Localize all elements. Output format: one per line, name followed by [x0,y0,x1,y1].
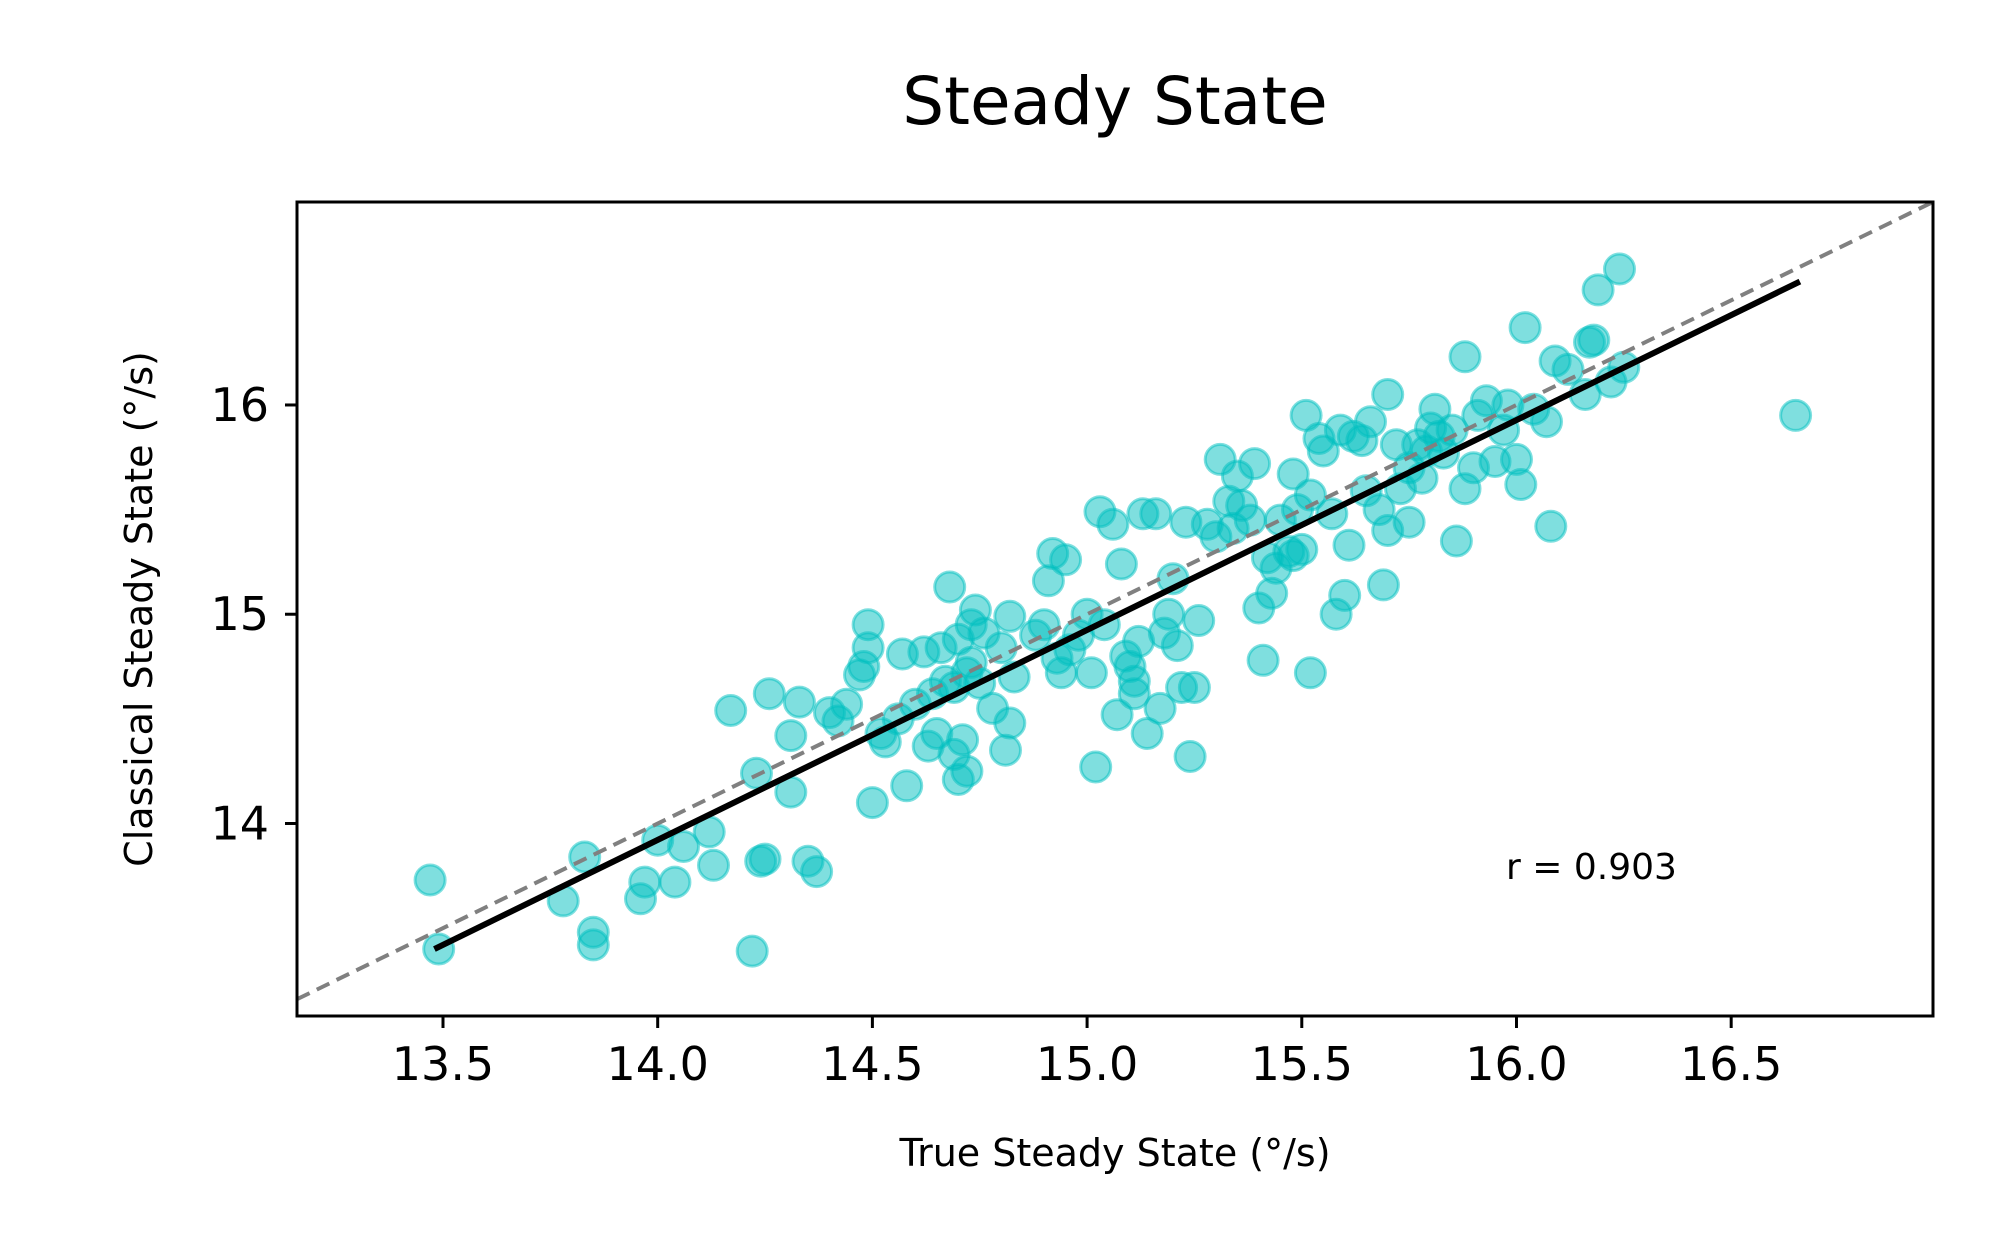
scatter-point [946,723,980,757]
scatter-point [1448,340,1482,374]
scatter-point [413,863,447,897]
scatter-point [628,865,662,899]
scatter-point [950,754,984,788]
x-tick-label: 13.5 [392,1037,494,1091]
scatter-point [1143,691,1177,725]
scatter-point [752,677,786,711]
scatter-point [1276,457,1310,491]
scatter-point [1104,547,1138,581]
scatter-point [1392,505,1426,539]
chart-title: Steady State [902,63,1327,140]
scatter-point [1293,656,1327,690]
scatter-point [1366,568,1400,602]
scatter-point [1439,524,1473,558]
scatter-point [667,830,700,863]
x-tick-label: 14.0 [606,1037,708,1091]
identity-line [297,202,1933,1002]
y-tick-label: 14 [210,796,269,850]
scatter-point [1603,252,1636,286]
scatter-point [1027,608,1061,642]
scatter-point [993,706,1027,740]
fit-line [433,278,1802,952]
scatter-point [1079,750,1113,784]
scatter-point [1117,677,1151,711]
scatter-point [1152,597,1186,631]
scatter-point [1246,643,1280,677]
scatter-point [855,786,889,820]
scatter-point [851,631,885,665]
x-axis-label: True Steady State (°/s) [898,1131,1330,1175]
scatter-point [782,685,816,719]
scatter-point [830,687,864,721]
scatter-point [1779,398,1813,432]
scatter-point [800,855,834,889]
scatter-point [1371,378,1405,411]
y-axis-label: Classical Steady State (°/s) [117,351,161,867]
x-tick-label: 15.5 [1251,1037,1353,1091]
scatter-point [735,934,769,968]
plot-frame [295,200,1935,1018]
scatter-point [748,842,782,876]
scatter-point [1139,497,1173,531]
scatter-point [1177,671,1211,704]
scatter-point [1233,503,1267,537]
x-axis: 13.5 14.0 14.5 15.0 15.5 16.0 16.5 [392,1016,1782,1091]
scatter-point [933,570,967,604]
scatter-point [890,769,924,803]
scatter-point [1328,578,1362,612]
scatter-point [989,733,1022,767]
scatter-point [658,865,692,899]
scatter-point [1160,629,1194,663]
y-axis: 14 15 16 [210,378,297,850]
scatter-point [1508,311,1542,345]
scatter-point [1096,507,1130,541]
scatter-point [1285,532,1319,566]
x-tick-label: 14.5 [821,1037,923,1091]
scatter-point [1581,273,1615,307]
x-tick-label: 16.5 [1680,1037,1782,1091]
scatter-point [1504,468,1538,501]
scatter-point [714,694,748,727]
scatter-point [774,719,808,753]
scatter-point [576,928,610,962]
scatter-point [1577,323,1611,357]
x-tick-label: 15.0 [1036,1037,1138,1091]
scatter-point [1332,528,1366,562]
scatter-point [1534,509,1568,543]
scatter-point [697,848,730,882]
y-tick-label: 15 [210,587,269,641]
x-tick-label: 16.0 [1465,1037,1567,1091]
scatter-point [1238,447,1272,481]
y-tick-label: 16 [210,378,269,432]
scatter-point [1049,543,1083,577]
scatter-point [1100,698,1134,732]
scatter-point [1074,656,1108,690]
scatter-point [993,599,1027,633]
correlation-annotation: r = 0.903 [1506,847,1677,888]
plot-area [297,202,1933,1002]
scatter-point [1354,405,1387,439]
scatter-point [1173,740,1207,773]
scatter-point [1182,604,1216,637]
